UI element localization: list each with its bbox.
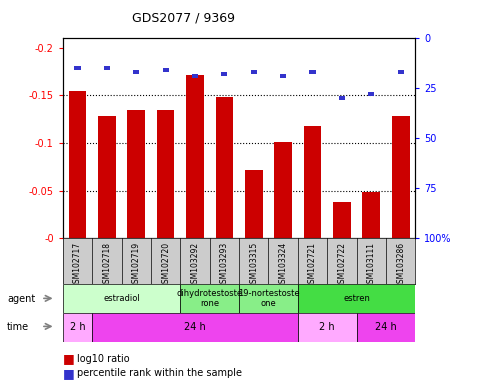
Text: percentile rank within the sample: percentile rank within the sample bbox=[77, 368, 242, 378]
Bar bbox=[163, 68, 169, 72]
Bar bbox=[128, 110, 145, 238]
Bar bbox=[186, 74, 204, 238]
Text: 19-nortestoste
one: 19-nortestoste one bbox=[238, 289, 299, 308]
Bar bbox=[98, 116, 116, 238]
Bar bbox=[239, 284, 298, 313]
Bar bbox=[368, 93, 374, 96]
Text: estradiol: estradiol bbox=[103, 294, 140, 303]
Bar bbox=[245, 170, 263, 238]
Bar bbox=[192, 74, 198, 78]
Text: 24 h: 24 h bbox=[375, 322, 397, 333]
Text: GSM103324: GSM103324 bbox=[279, 242, 288, 288]
Text: estren: estren bbox=[343, 294, 370, 303]
Bar bbox=[180, 284, 239, 313]
Text: GSM102720: GSM102720 bbox=[161, 242, 170, 288]
Bar bbox=[133, 70, 139, 74]
Bar bbox=[63, 284, 180, 313]
Text: 24 h: 24 h bbox=[184, 322, 206, 333]
Bar bbox=[280, 74, 286, 78]
Text: GSM102717: GSM102717 bbox=[73, 242, 82, 288]
Bar bbox=[92, 313, 298, 342]
Text: GDS2077 / 9369: GDS2077 / 9369 bbox=[132, 12, 235, 25]
Text: 2 h: 2 h bbox=[319, 322, 335, 333]
Text: time: time bbox=[7, 322, 29, 332]
Bar bbox=[310, 70, 315, 74]
Bar bbox=[251, 70, 257, 74]
Text: GSM103293: GSM103293 bbox=[220, 242, 229, 288]
Text: GSM103111: GSM103111 bbox=[367, 242, 376, 288]
Bar bbox=[333, 202, 351, 238]
Bar bbox=[157, 110, 174, 238]
Bar bbox=[74, 66, 81, 70]
Bar bbox=[398, 70, 404, 74]
Bar bbox=[356, 313, 415, 342]
Bar bbox=[362, 192, 380, 238]
Text: dihydrotestoste
rone: dihydrotestoste rone bbox=[177, 289, 243, 308]
Text: GSM103315: GSM103315 bbox=[249, 242, 258, 288]
Bar bbox=[215, 98, 233, 238]
Bar bbox=[304, 126, 321, 238]
Text: GSM103292: GSM103292 bbox=[190, 242, 199, 288]
Text: agent: agent bbox=[7, 294, 35, 304]
Text: GSM102721: GSM102721 bbox=[308, 242, 317, 288]
Bar bbox=[339, 96, 345, 100]
Bar bbox=[274, 142, 292, 238]
Bar bbox=[298, 284, 415, 313]
Text: ■: ■ bbox=[63, 367, 74, 380]
Text: GSM102719: GSM102719 bbox=[132, 242, 141, 288]
Text: 2 h: 2 h bbox=[70, 322, 85, 333]
Bar bbox=[221, 73, 227, 76]
Bar bbox=[298, 313, 356, 342]
Bar bbox=[63, 313, 92, 342]
Bar bbox=[392, 116, 410, 238]
Text: log10 ratio: log10 ratio bbox=[77, 354, 130, 364]
Text: ■: ■ bbox=[63, 353, 74, 366]
Text: GSM102718: GSM102718 bbox=[102, 242, 112, 288]
Text: GSM103286: GSM103286 bbox=[396, 242, 405, 288]
Bar bbox=[69, 91, 86, 238]
Bar bbox=[104, 66, 110, 70]
Text: GSM102722: GSM102722 bbox=[338, 242, 346, 288]
